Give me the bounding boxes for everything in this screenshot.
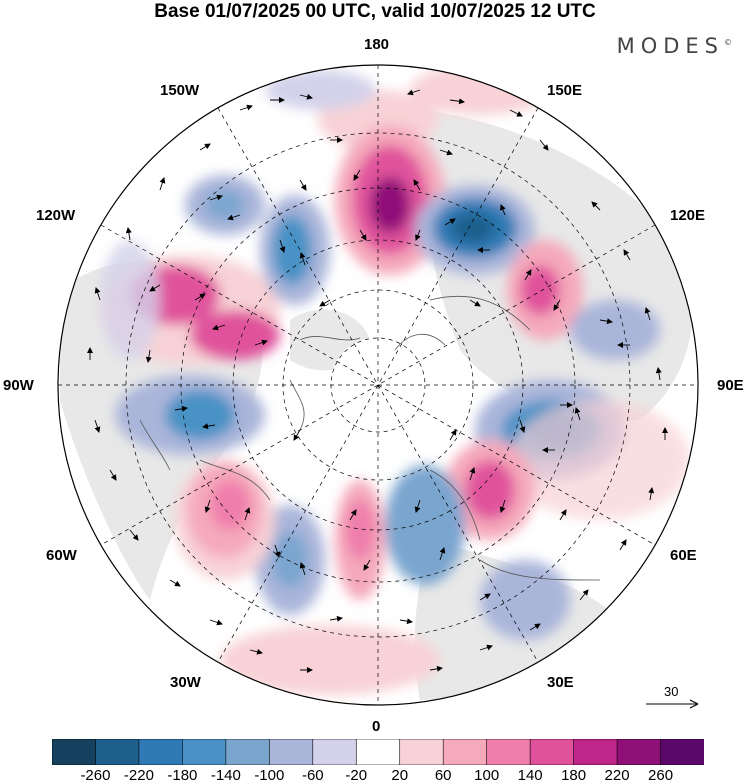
colorbar-swatch xyxy=(486,739,531,765)
lon-label-0: 0 xyxy=(372,718,381,735)
colorbar-swatch xyxy=(573,739,618,765)
colorbar-tick-label: 260 xyxy=(648,767,674,784)
colorbar-tick-label: 220 xyxy=(604,767,630,784)
colorbar-tick-label: -260 xyxy=(80,767,111,784)
brand-mark: © xyxy=(724,38,732,47)
lon-label-120e: 120E xyxy=(670,207,706,224)
polar-map xyxy=(57,64,699,706)
reference-vector-label: 30 xyxy=(664,684,679,699)
modes-logo: MODES© xyxy=(617,34,732,58)
colorbar-swatch xyxy=(399,739,445,765)
lon-label-30w: 30W xyxy=(170,674,201,691)
colorbar-swatch xyxy=(660,739,704,765)
colorbar-tick-label: -220 xyxy=(123,767,154,784)
colorbar-swatch xyxy=(312,739,358,765)
graticule xyxy=(58,65,698,705)
coastlines xyxy=(139,295,601,581)
map-title: Base 01/07/2025 00 UTC, valid 10/07/2025… xyxy=(154,1,596,22)
colorbar-tick-label: 20 xyxy=(391,767,409,784)
wind-vectors xyxy=(87,89,668,673)
reference-vector-arrow xyxy=(646,699,699,709)
colorbar-tick-label: -20 xyxy=(345,767,368,784)
lon-label-60e: 60E xyxy=(670,547,697,564)
lon-label-180: 180 xyxy=(364,36,390,53)
brand-text: MODES xyxy=(616,34,724,58)
colorbar-tick-label: 60 xyxy=(434,767,452,784)
colorbar-swatch xyxy=(225,739,271,765)
lon-label-150e: 150E xyxy=(547,82,583,99)
colorbar-tick-label: 180 xyxy=(561,767,587,784)
colorbar-swatch xyxy=(616,739,662,765)
lon-label-120w: 120W xyxy=(36,207,76,224)
lon-label-90w: 90W xyxy=(3,377,34,394)
colorbar-swatch xyxy=(269,739,314,765)
map-boundary xyxy=(57,64,699,706)
lon-label-60w: 60W xyxy=(46,547,77,564)
colorbar-tick-label: 100 xyxy=(474,767,500,784)
colorbar-swatch xyxy=(442,739,488,765)
colorbar-swatch xyxy=(355,739,401,765)
colorbar-swatch xyxy=(52,739,97,765)
colorbar-swatch xyxy=(529,739,575,765)
lon-label-150w: 150W xyxy=(160,82,200,99)
colorbar-swatch xyxy=(182,739,227,765)
anomaly-field xyxy=(58,65,698,705)
colorbar-tick-label: 140 xyxy=(517,767,543,784)
colorbar-tick-label: -60 xyxy=(301,767,324,784)
colorbar-tick-label: -180 xyxy=(167,767,198,784)
colorbar-swatch xyxy=(95,739,140,765)
colorbar-swatch xyxy=(138,739,184,765)
lon-label-90e: 90E xyxy=(717,377,744,394)
colorbar xyxy=(52,739,704,765)
anomaly-blobs xyxy=(100,65,690,695)
colorbar-tick-label: -100 xyxy=(254,767,285,784)
lon-label-30e: 30E xyxy=(547,674,574,691)
colorbar-tick-label: -140 xyxy=(210,767,241,784)
